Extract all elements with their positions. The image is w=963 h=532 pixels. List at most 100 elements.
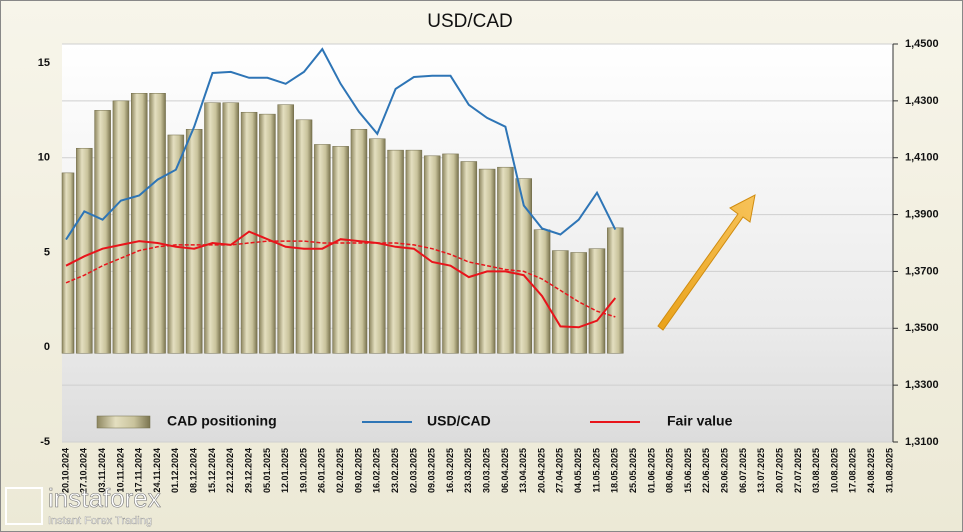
- y2-tick-label: 1,4300: [905, 95, 939, 107]
- y2-tick-label: 1,4100: [905, 152, 939, 164]
- bar: [515, 178, 532, 354]
- x-tick-label: 20.04.2025: [536, 448, 546, 493]
- bar: [405, 149, 423, 354]
- x-tick-label: 03.11.2024: [97, 448, 107, 493]
- x-tick-label: 13.04.2025: [518, 448, 528, 493]
- x-tick-label: 16.03.2025: [445, 448, 455, 493]
- bar: [497, 166, 514, 354]
- x-tick-label: 11.05.2025: [591, 448, 601, 493]
- legend-label: Fair value: [667, 413, 733, 429]
- tagline: Instant Forex Trading: [48, 515, 152, 527]
- bar: [222, 102, 240, 354]
- x-tick-label: 31.08.2025: [884, 448, 894, 493]
- x-tick-label: 24.08.2025: [866, 448, 876, 493]
- brand: instaforex: [48, 483, 161, 513]
- legend-label: USD/CAD: [427, 413, 491, 429]
- x-tick-label: 12.01.2025: [280, 448, 290, 493]
- legend-label: CAD positioning: [167, 413, 277, 429]
- bar: [112, 100, 130, 354]
- x-tick-label: 06.07.2025: [738, 448, 748, 493]
- x-tick-label: 02.02.2025: [335, 448, 345, 493]
- x-tick-label: 23.03.2025: [463, 448, 473, 493]
- x-tick-label: 01.06.2025: [646, 448, 656, 493]
- chart-title: USD/CAD: [427, 11, 513, 32]
- bar: [185, 129, 203, 354]
- x-tick-label: 10.08.2025: [829, 448, 839, 493]
- y2-tick-label: 1,3500: [905, 322, 939, 334]
- watermark: instaforex Instant Forex Trading: [5, 483, 161, 527]
- x-tick-label: 22.06.2025: [701, 448, 711, 493]
- x-tick-label: 16.02.2025: [372, 448, 382, 493]
- x-tick-label: 29.06.2025: [720, 448, 730, 493]
- bar: [570, 252, 587, 354]
- bar: [442, 153, 459, 354]
- y-tick-label: 0: [44, 341, 50, 353]
- x-tick-label: 09.02.2025: [353, 448, 363, 493]
- x-tick-label: 24.11.2024: [152, 448, 162, 493]
- x-tick-label: 03.08.2025: [811, 448, 821, 493]
- bar: [149, 93, 166, 354]
- x-tick-label: 20.07.2025: [774, 448, 784, 493]
- y2-tick-label: 1,3100: [905, 436, 939, 448]
- y2-tick-label: 1,3700: [905, 265, 939, 277]
- x-tick-label: 30.03.2025: [482, 448, 492, 493]
- x-tick-label: 27.10.2024: [79, 448, 89, 493]
- line: [65, 47, 617, 241]
- y2-tick-label: 1,3300: [905, 379, 939, 391]
- legend-swatch: [96, 415, 151, 429]
- x-tick-label: 19.01.2025: [298, 448, 308, 493]
- bar: [460, 161, 478, 354]
- bar: [130, 93, 148, 354]
- x-tick-label: 08.12.2024: [189, 448, 199, 493]
- x-tick-label: 17.11.2024: [134, 448, 144, 493]
- x-tick-label: 09.03.2025: [427, 448, 437, 493]
- bar: [369, 138, 386, 354]
- bar: [76, 147, 93, 354]
- x-tick-label: 20.10.2024: [60, 448, 70, 493]
- x-tick-label: 04.05.2025: [573, 448, 583, 493]
- x-tick-label: 22.12.2024: [225, 448, 235, 493]
- arrow: [657, 194, 756, 331]
- bar: [588, 248, 606, 354]
- line: [65, 230, 617, 329]
- y-tick-label: 15: [38, 57, 50, 69]
- bar: [607, 227, 624, 354]
- x-tick-label: 02.03.2025: [408, 448, 418, 493]
- bar: [259, 113, 276, 354]
- bar: [478, 168, 496, 354]
- x-tick-label: 15.06.2025: [683, 448, 693, 493]
- y2-tick-label: 1,3900: [905, 208, 939, 220]
- bar: [332, 146, 349, 354]
- x-tick-label: 29.12.2024: [243, 448, 253, 493]
- x-tick-label: 23.02.2025: [390, 448, 400, 493]
- x-tick-label: 25.05.2025: [628, 448, 638, 493]
- bar: [61, 172, 75, 354]
- x-tick-label: 01.12.2024: [170, 448, 180, 493]
- x-tick-label: 26.01.2025: [317, 448, 327, 493]
- bar: [533, 229, 551, 354]
- bar: [167, 134, 185, 354]
- bar: [387, 149, 404, 354]
- bar: [204, 102, 221, 354]
- x-tick-label: 05.01.2025: [262, 448, 272, 493]
- bar: [423, 155, 441, 354]
- bar: [552, 250, 569, 354]
- x-tick-label: 06.04.2025: [500, 448, 510, 493]
- x-tick-label: 27.07.2025: [793, 448, 803, 493]
- x-tick-label: 08.06.2025: [665, 448, 675, 493]
- x-tick-label: 17.08.2025: [848, 448, 858, 493]
- logo: [5, 487, 43, 525]
- y-tick-label: -5: [40, 436, 50, 448]
- trend-line: [65, 240, 616, 318]
- y2-tick-label: 1,4500: [905, 38, 939, 50]
- x-tick-label: 18.05.2025: [610, 448, 620, 493]
- x-tick-label: 27.04.2025: [555, 448, 565, 493]
- y-tick-label: 5: [44, 246, 50, 258]
- bar: [295, 119, 313, 354]
- x-tick-label: 13.07.2025: [756, 448, 766, 493]
- bar: [94, 110, 111, 354]
- y-tick-label: 10: [38, 152, 50, 164]
- x-tick-label: 15.12.2024: [207, 448, 217, 493]
